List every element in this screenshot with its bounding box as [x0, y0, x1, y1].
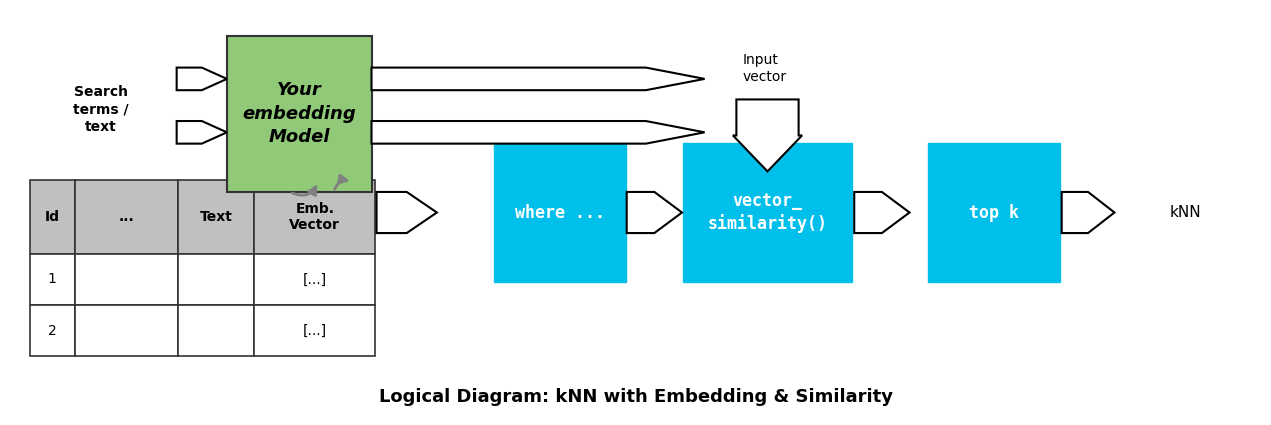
- FancyBboxPatch shape: [254, 305, 375, 357]
- Text: 2: 2: [48, 324, 56, 338]
- Text: top k: top k: [969, 204, 1019, 221]
- FancyBboxPatch shape: [178, 254, 254, 305]
- FancyBboxPatch shape: [228, 36, 371, 192]
- FancyBboxPatch shape: [75, 180, 178, 254]
- Text: [...]: [...]: [302, 324, 327, 338]
- Text: Id: Id: [44, 210, 60, 224]
- Polygon shape: [733, 99, 802, 171]
- Text: Input
vector: Input vector: [742, 53, 787, 84]
- Text: ...: ...: [118, 210, 135, 224]
- Text: [...]: [...]: [302, 272, 327, 286]
- Text: Your
embedding
Model: Your embedding Model: [243, 81, 356, 147]
- Text: Logical Diagram: kNN with Embedding & Similarity: Logical Diagram: kNN with Embedding & Si…: [379, 388, 892, 406]
- Text: Emb.
Vector: Emb. Vector: [290, 201, 341, 232]
- FancyBboxPatch shape: [254, 180, 375, 254]
- FancyBboxPatch shape: [254, 254, 375, 305]
- FancyBboxPatch shape: [29, 254, 75, 305]
- Text: 1: 1: [47, 272, 56, 286]
- FancyBboxPatch shape: [75, 305, 178, 357]
- Polygon shape: [1061, 192, 1115, 233]
- FancyBboxPatch shape: [178, 305, 254, 357]
- Polygon shape: [371, 68, 704, 90]
- Polygon shape: [376, 192, 437, 233]
- Text: Text: Text: [200, 210, 233, 224]
- FancyBboxPatch shape: [29, 180, 75, 254]
- Text: kNN: kNN: [1169, 205, 1201, 220]
- Polygon shape: [177, 68, 228, 90]
- FancyBboxPatch shape: [683, 143, 853, 282]
- Text: Search
terms /
text: Search terms / text: [74, 85, 130, 134]
- FancyBboxPatch shape: [75, 254, 178, 305]
- Polygon shape: [371, 121, 704, 144]
- FancyBboxPatch shape: [178, 180, 254, 254]
- FancyBboxPatch shape: [494, 143, 627, 282]
- FancyBboxPatch shape: [928, 143, 1060, 282]
- Text: vector_
similarity(): vector_ similarity(): [708, 192, 827, 233]
- Polygon shape: [627, 192, 683, 233]
- Polygon shape: [854, 192, 910, 233]
- FancyBboxPatch shape: [29, 305, 75, 357]
- Text: where ...: where ...: [515, 204, 605, 221]
- Polygon shape: [177, 121, 228, 144]
